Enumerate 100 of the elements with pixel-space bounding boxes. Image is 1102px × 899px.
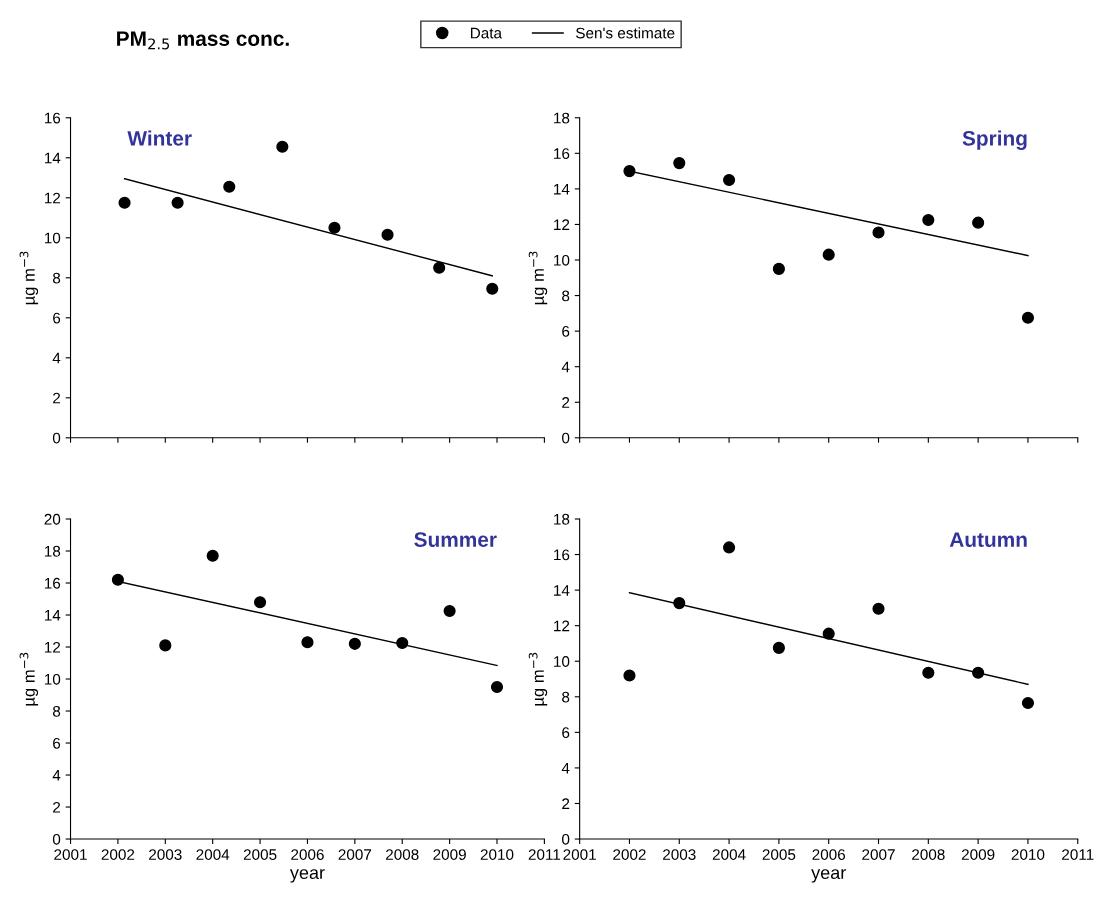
point: [159, 639, 172, 652]
legend-label: Sen's estimate: [576, 27, 675, 39]
point: [490, 680, 504, 694]
y-tick-label: 6: [562, 326, 570, 337]
x-tick-label: 2010: [480, 849, 514, 860]
x-tick-label: 2006: [291, 849, 324, 860]
x-tick-label: 2003: [663, 849, 696, 860]
y-tick-label: 4: [52, 770, 61, 781]
y-tick-label: 0: [52, 833, 61, 845]
point: [1021, 696, 1035, 710]
point: [433, 261, 446, 274]
point: [872, 226, 885, 239]
point: [922, 666, 935, 679]
y-tick-label: 6: [53, 737, 61, 749]
y-tick-label: 12: [44, 192, 61, 204]
y-tick-label: 8: [52, 272, 61, 284]
x-tick-label: 2004: [712, 849, 746, 860]
y-tick-label: 10: [44, 232, 61, 244]
point: [381, 228, 394, 241]
y-tick-label: 2: [562, 798, 570, 810]
y-tick-label: 6: [53, 312, 61, 324]
y-tick-label: 4: [52, 352, 61, 364]
text: PM$_{2.5}$ mass conc.: [117, 31, 289, 50]
text: Spring: [962, 130, 1027, 150]
point: [1021, 311, 1035, 324]
point: [396, 636, 409, 650]
y-tick-label: 8: [562, 691, 570, 703]
x-tick-label: 2011: [528, 849, 561, 860]
x-tick-label: 2005: [243, 849, 277, 860]
y-tick-label: 10: [554, 656, 570, 667]
y-tick-label: 0: [562, 833, 570, 845]
y-tick-label: 16: [44, 112, 61, 124]
y-tick-label: 4: [561, 762, 570, 774]
point: [111, 573, 124, 586]
x-axis-title: year: [811, 869, 846, 883]
x-tick-label: 2009: [433, 849, 466, 860]
point: [118, 196, 131, 209]
y-tick-label: 0: [562, 432, 570, 444]
point: [822, 248, 835, 261]
y-tick-label: 16: [554, 549, 570, 561]
x-tick-label: 2001: [54, 849, 87, 860]
x-tick-label: 2006: [812, 849, 846, 860]
y-axis-title: µg m$^{−3}$: [19, 652, 39, 706]
y-tick-label: 8: [562, 290, 570, 302]
y-axis-title: µg m$^{−3}$: [19, 251, 39, 305]
y-tick-label: 2: [53, 801, 61, 813]
x-tick-label: 2001: [563, 849, 596, 860]
y-tick-label: 12: [554, 219, 570, 230]
point: [872, 602, 885, 615]
x-tick-label: 2005: [762, 849, 796, 860]
x-tick-label: 2003: [149, 849, 182, 860]
y-tick-label: 14: [44, 610, 61, 621]
point: [972, 666, 985, 679]
y-tick-label: 10: [44, 673, 61, 685]
x-tick-label: 2008: [912, 849, 945, 860]
x-tick-label: 2011: [1062, 849, 1094, 860]
x-tick-label: 2002: [613, 849, 646, 860]
y-tick-label: 16: [44, 577, 61, 589]
chart-title: Winter: [127, 130, 192, 146]
point: [673, 597, 686, 610]
point: [772, 641, 785, 654]
point: [972, 216, 985, 229]
point: [301, 636, 314, 649]
y-tick-label: 18: [44, 545, 61, 557]
x-tick-label: 2007: [338, 849, 372, 860]
y-tick-label: 4: [561, 361, 570, 373]
point: [171, 196, 184, 209]
point: [348, 637, 361, 650]
y-tick-label: 10: [554, 254, 570, 266]
point: [486, 282, 499, 295]
point: [443, 604, 456, 618]
point: [723, 173, 736, 187]
point: [723, 541, 736, 554]
y-tick-label: 6: [562, 727, 570, 739]
chart-title: Summer: [414, 532, 497, 547]
y-tick-label: 18: [554, 513, 570, 525]
point: [276, 140, 289, 153]
point: [253, 596, 267, 609]
point: [922, 213, 935, 227]
y-tick-label: 14: [554, 183, 570, 195]
x-tick-label: 2009: [961, 849, 995, 860]
x-tick-label: 2010: [1011, 849, 1045, 860]
y-tick-label: 14: [554, 585, 570, 596]
x-tick-label: 2007: [862, 849, 895, 860]
point: [328, 221, 341, 234]
y-tick-label: 12: [44, 641, 61, 653]
y-tick-label: 18: [554, 112, 570, 124]
point: [223, 180, 236, 193]
y-tick-label: 2: [562, 397, 570, 408]
y-tick-label: 14: [44, 152, 61, 164]
x-tick-label: 2002: [101, 849, 135, 860]
x-tick-label: 2004: [196, 849, 230, 860]
x-tick-label: 2008: [386, 849, 419, 860]
legend-label: Data: [470, 27, 502, 39]
y-tick-label: 2: [53, 392, 61, 404]
y-tick-label: 8: [52, 705, 61, 717]
point: [206, 549, 219, 562]
point: [673, 157, 686, 170]
y-axis-title: µg m$^{−3}$: [528, 652, 548, 706]
point: [623, 165, 636, 178]
